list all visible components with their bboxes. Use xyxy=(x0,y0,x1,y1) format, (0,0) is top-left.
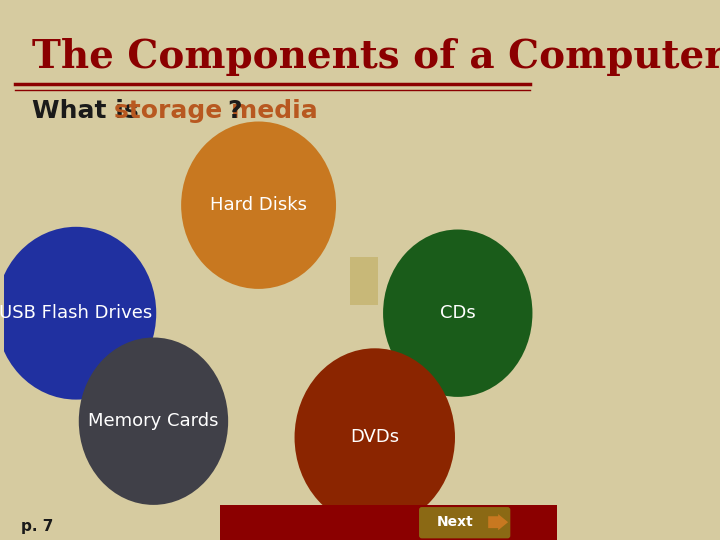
Bar xyxy=(220,505,557,540)
Text: What is: What is xyxy=(32,99,147,123)
Text: Hard Disks: Hard Disks xyxy=(210,196,307,214)
Text: storage media: storage media xyxy=(114,99,318,123)
Text: Memory Cards: Memory Cards xyxy=(89,412,219,430)
Ellipse shape xyxy=(0,227,156,400)
Text: CDs: CDs xyxy=(440,304,476,322)
FancyArrow shape xyxy=(488,514,508,530)
Text: Next: Next xyxy=(436,515,473,529)
Bar xyxy=(350,256,377,305)
Text: The Components of a Computer: The Components of a Computer xyxy=(32,38,720,76)
Text: p. 7: p. 7 xyxy=(21,519,53,534)
Ellipse shape xyxy=(383,230,533,397)
Ellipse shape xyxy=(181,122,336,289)
Ellipse shape xyxy=(78,338,228,505)
Text: USB Flash Drives: USB Flash Drives xyxy=(0,304,153,322)
Text: DVDs: DVDs xyxy=(350,428,400,447)
Ellipse shape xyxy=(294,348,455,526)
FancyBboxPatch shape xyxy=(419,507,510,538)
Text: ?: ? xyxy=(227,99,241,123)
